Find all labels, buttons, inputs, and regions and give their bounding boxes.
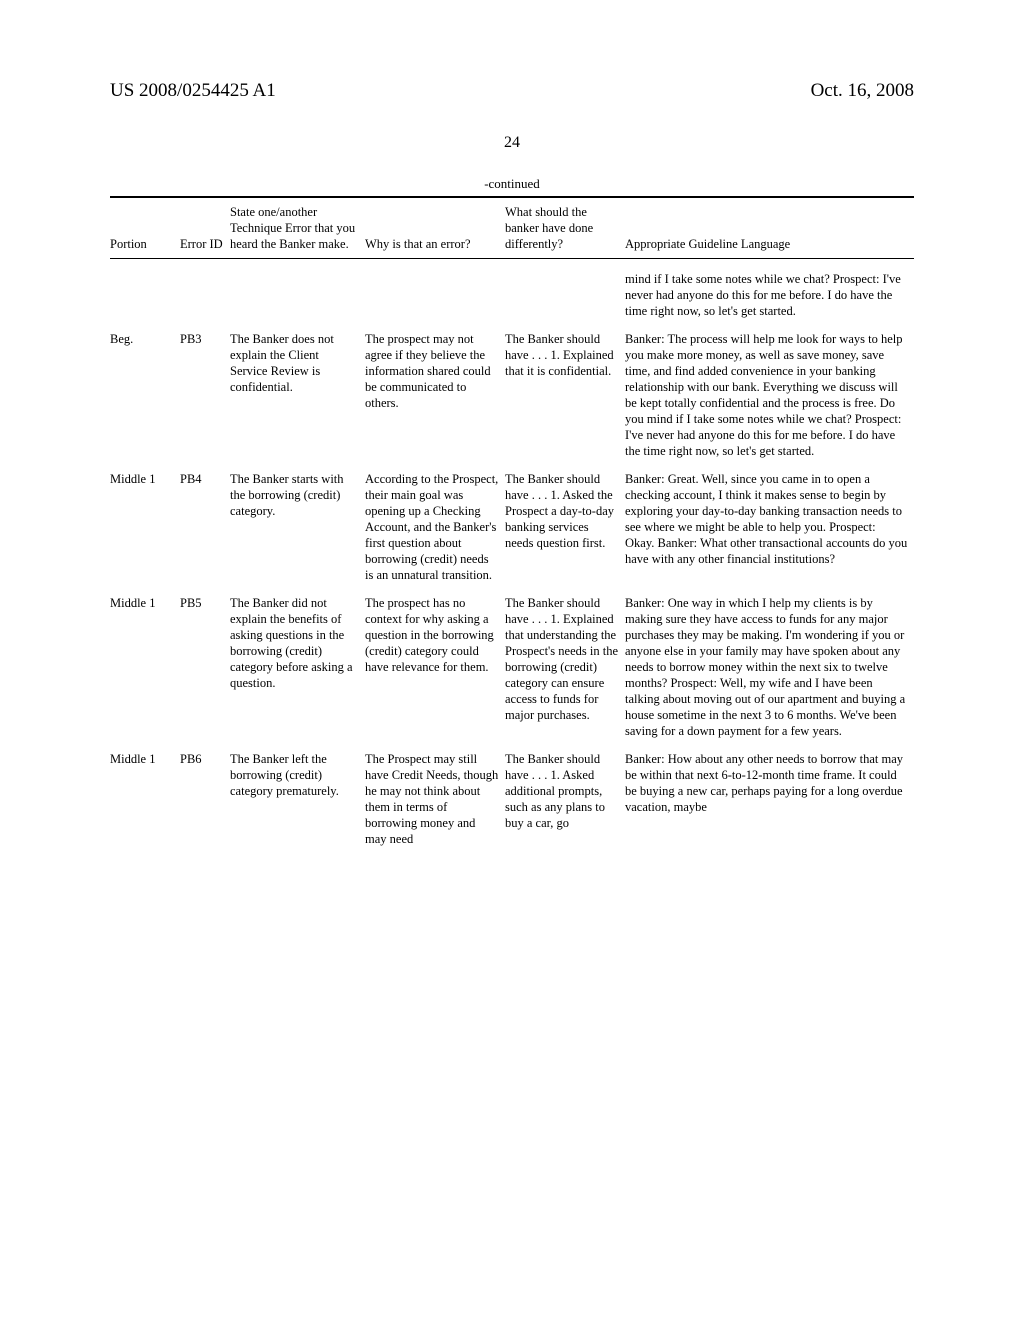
cell-why <box>365 265 505 325</box>
table-row: mind if I take some notes while we chat?… <box>110 265 914 325</box>
header-left: US 2008/0254425 A1 <box>110 80 276 102</box>
table-head-row: Portion Error ID State one/another Techn… <box>110 202 914 256</box>
cell-lang: mind if I take some notes while we chat?… <box>625 265 914 325</box>
cell-portion: Middle 1 <box>110 465 180 589</box>
table-rule-head <box>110 258 914 259</box>
cell-state <box>230 265 365 325</box>
cell-portion: Middle 1 <box>110 589 180 745</box>
page-number: 24 <box>110 134 914 152</box>
col-portion: Portion <box>110 202 180 256</box>
cell-what <box>505 265 625 325</box>
header-right: Oct. 16, 2008 <box>811 80 914 102</box>
cell-why: The prospect has no context for why aski… <box>365 589 505 745</box>
col-error-id: Error ID <box>180 202 230 256</box>
cell-portion <box>110 265 180 325</box>
table-row: Middle 1 PB4 The Banker starts with the … <box>110 465 914 589</box>
cell-what: The Banker should have . . . 1. Explaine… <box>505 589 625 745</box>
cell-what: The Banker should have . . . 1. Asked th… <box>505 465 625 589</box>
col-lang: Appropriate Guideline Language <box>625 202 914 256</box>
cell-why: The prospect may not agree if they belie… <box>365 325 505 465</box>
col-what: What should the banker have done differe… <box>505 202 625 256</box>
cell-portion: Beg. <box>110 325 180 465</box>
cell-id: PB3 <box>180 325 230 465</box>
cell-id: PB5 <box>180 589 230 745</box>
cell-id: PB6 <box>180 745 230 853</box>
cell-lang: Banker: Great. Well, since you came in t… <box>625 465 914 589</box>
cell-state: The Banker starts with the borrowing (cr… <box>230 465 365 589</box>
cell-portion: Middle 1 <box>110 745 180 853</box>
cell-id: PB4 <box>180 465 230 589</box>
cell-what: The Banker should have . . . 1. Asked ad… <box>505 745 625 853</box>
cell-what: The Banker should have . . . 1. Explaine… <box>505 325 625 465</box>
cell-state: The Banker does not explain the Client S… <box>230 325 365 465</box>
cell-lang: Banker: One way in which I help my clien… <box>625 589 914 745</box>
error-table: Portion Error ID State one/another Techn… <box>110 202 914 853</box>
col-why: Why is that an error? <box>365 202 505 256</box>
col-state: State one/another Technique Error that y… <box>230 202 365 256</box>
cell-lang: Banker: The process will help me look fo… <box>625 325 914 465</box>
cell-state: The Banker left the borrowing (credit) c… <box>230 745 365 853</box>
continued-label: -continued <box>110 176 914 192</box>
cell-lang: Banker: How about any other needs to bor… <box>625 745 914 853</box>
table-rule-top <box>110 196 914 198</box>
page-header: US 2008/0254425 A1 Oct. 16, 2008 <box>110 80 914 102</box>
cell-why: According to the Prospect, their main go… <box>365 465 505 589</box>
table-row: Middle 1 PB5 The Banker did not explain … <box>110 589 914 745</box>
table-row: Middle 1 PB6 The Banker left the borrowi… <box>110 745 914 853</box>
cell-id <box>180 265 230 325</box>
cell-why: The Prospect may still have Credit Needs… <box>365 745 505 853</box>
cell-state: The Banker did not explain the benefits … <box>230 589 365 745</box>
table-row: Beg. PB3 The Banker does not explain the… <box>110 325 914 465</box>
